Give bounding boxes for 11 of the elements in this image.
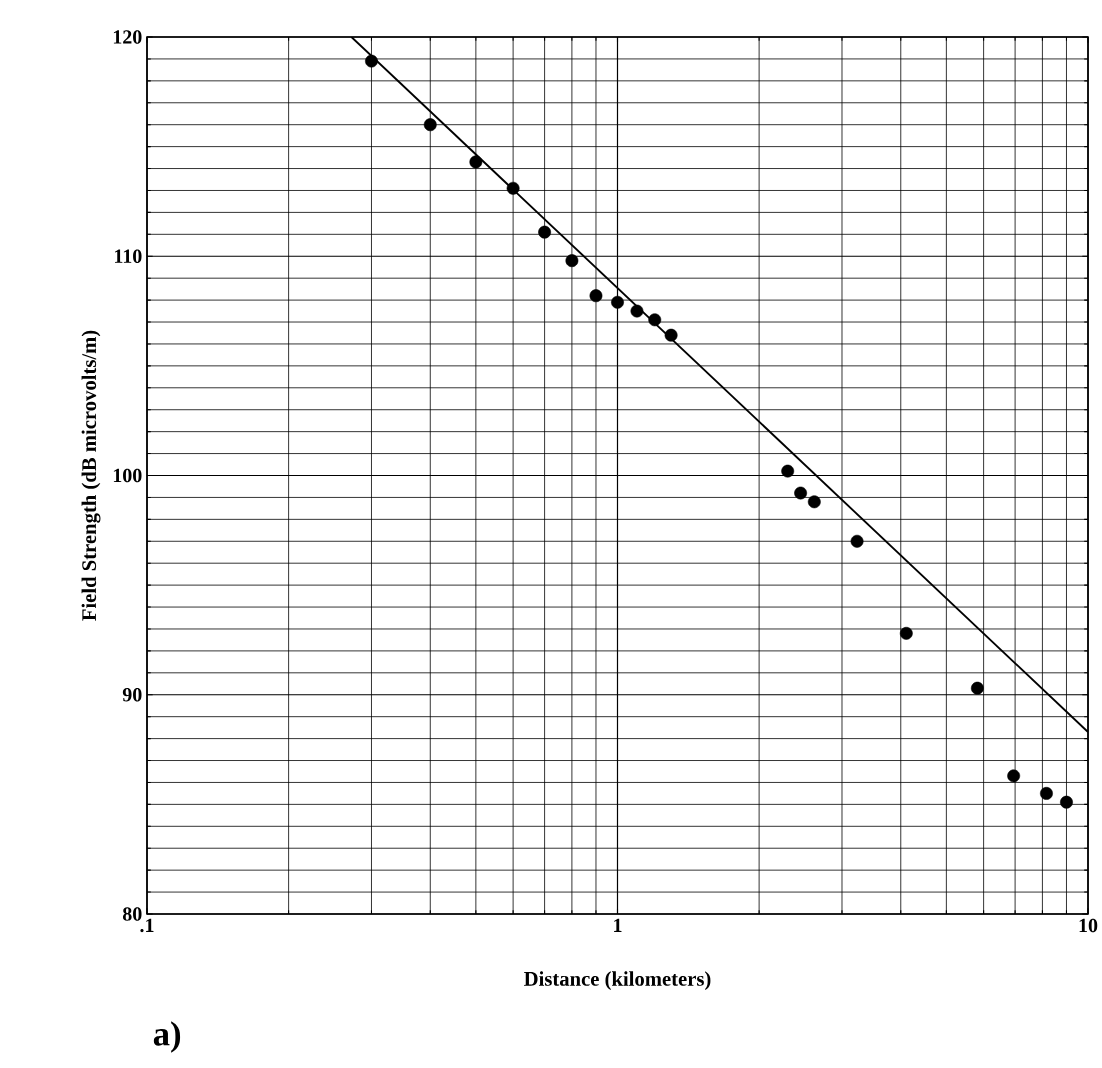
y-tick-label: 120 [113,30,142,44]
y-axis-title: Field Strength (dB microvolts/m) [81,330,101,621]
y-tick-label: 100 [113,468,142,483]
y-tick-label: 80 [122,907,142,921]
y-tick-label: 110 [115,249,142,263]
x-tick-label: 1 [614,918,622,932]
x-axis-title: Distance (kilometers) [524,971,711,991]
y-tick-label: 90 [122,688,142,702]
x-tick-label: 10 [1079,918,1098,933]
text: a) [153,1021,181,1053]
x-tick-label: .1 [140,918,154,933]
